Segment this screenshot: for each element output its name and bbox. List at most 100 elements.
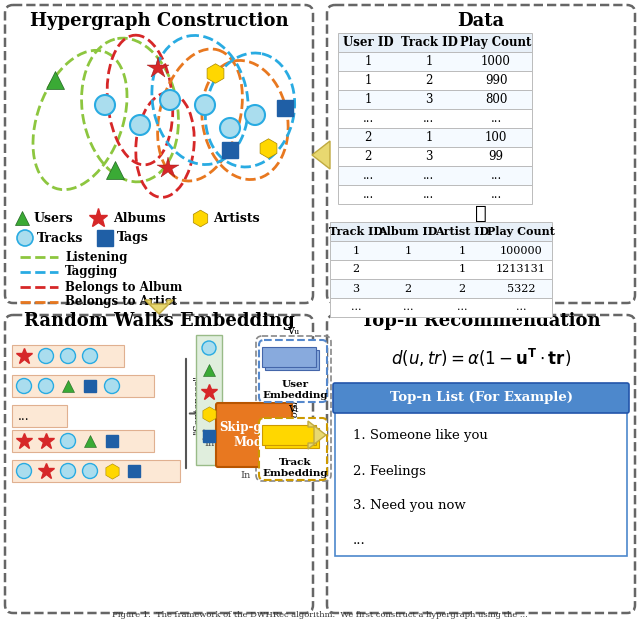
Text: ...: ...: [457, 303, 467, 313]
Text: ...: ...: [490, 169, 502, 182]
Text: Belongs to Artist: Belongs to Artist: [65, 295, 177, 308]
Text: $d(u, tr) = \alpha(1 - \mathbf{u}^\mathbf{T} \cdot \mathbf{tr})$: $d(u, tr) = \alpha(1 - \mathbf{u}^\mathb…: [391, 347, 571, 369]
Text: 1: 1: [404, 245, 412, 255]
Text: ...: ...: [490, 188, 502, 201]
Text: Track ID: Track ID: [401, 36, 458, 49]
Text: vᵤ: vᵤ: [287, 323, 299, 336]
Text: Skip-gram
Model: Skip-gram Model: [220, 421, 289, 449]
FancyBboxPatch shape: [265, 428, 319, 448]
Circle shape: [38, 348, 54, 363]
FancyBboxPatch shape: [330, 241, 552, 260]
Text: ...: ...: [403, 303, 413, 313]
FancyBboxPatch shape: [5, 5, 313, 303]
Text: 1213131: 1213131: [496, 265, 546, 275]
Text: Artists: Artists: [213, 211, 260, 224]
Text: 2: 2: [364, 131, 372, 144]
Circle shape: [61, 434, 76, 449]
Text: ...: ...: [490, 112, 502, 125]
Text: ...: ...: [424, 169, 435, 182]
FancyBboxPatch shape: [338, 166, 532, 185]
Text: Out: Out: [295, 421, 313, 429]
FancyBboxPatch shape: [338, 128, 532, 147]
Text: ...: ...: [362, 188, 374, 201]
FancyBboxPatch shape: [335, 411, 627, 556]
FancyBboxPatch shape: [330, 222, 552, 241]
FancyBboxPatch shape: [12, 430, 154, 452]
Text: ...: ...: [424, 188, 435, 201]
Text: Top-n List (For Example): Top-n List (For Example): [390, 391, 573, 404]
FancyBboxPatch shape: [330, 298, 552, 317]
Circle shape: [130, 115, 150, 135]
FancyBboxPatch shape: [338, 71, 532, 90]
Text: vₜ: vₜ: [288, 401, 298, 414]
Text: ...: ...: [424, 112, 435, 125]
Text: Albums: Albums: [113, 211, 166, 224]
Text: Album ID: Album ID: [378, 226, 438, 237]
Circle shape: [17, 379, 31, 394]
FancyBboxPatch shape: [338, 90, 532, 109]
Circle shape: [61, 464, 76, 478]
FancyBboxPatch shape: [259, 418, 327, 480]
Text: 2: 2: [353, 265, 360, 275]
FancyBboxPatch shape: [338, 33, 532, 52]
FancyBboxPatch shape: [330, 279, 552, 298]
Bar: [106, 435, 118, 447]
Bar: [128, 465, 140, 477]
Circle shape: [61, 348, 76, 363]
FancyBboxPatch shape: [338, 109, 532, 128]
Text: 1: 1: [364, 74, 372, 87]
FancyArrow shape: [312, 141, 330, 169]
Text: In: In: [205, 439, 215, 447]
Text: Users: Users: [34, 211, 74, 224]
FancyBboxPatch shape: [268, 431, 322, 451]
Text: 100: 100: [485, 131, 507, 144]
Text: Artist ID: Artist ID: [435, 226, 489, 237]
Text: 3: 3: [425, 93, 433, 106]
Text: ...: ...: [18, 409, 30, 422]
Text: Tags: Tags: [117, 232, 149, 244]
Text: 1: 1: [458, 245, 465, 255]
Bar: [203, 430, 215, 442]
Text: 1: 1: [458, 265, 465, 275]
Circle shape: [95, 95, 115, 115]
Text: Play Count: Play Count: [460, 36, 532, 49]
Text: Figure 1.  The framework of the DWHRec algorithm.  We first construct a hypergra: Figure 1. The framework of the DWHRec al…: [112, 611, 528, 619]
FancyBboxPatch shape: [327, 5, 635, 303]
Circle shape: [83, 464, 97, 478]
Text: ...: ...: [362, 112, 374, 125]
Bar: [84, 380, 96, 392]
FancyBboxPatch shape: [5, 315, 313, 613]
Bar: [222, 142, 238, 158]
Text: 100000: 100000: [500, 245, 542, 255]
Circle shape: [160, 90, 180, 110]
Text: Track
Embedding: Track Embedding: [262, 459, 328, 478]
FancyBboxPatch shape: [330, 260, 552, 279]
Text: User ID: User ID: [342, 36, 394, 49]
Text: ...: ...: [362, 169, 374, 182]
Text: Tracks: Tracks: [37, 232, 83, 244]
Text: 3. Need you now: 3. Need you now: [353, 500, 466, 513]
Text: 2: 2: [426, 74, 433, 87]
Text: 800: 800: [485, 93, 507, 106]
FancyBboxPatch shape: [259, 340, 327, 402]
Circle shape: [202, 341, 216, 355]
Text: 1: 1: [353, 245, 360, 255]
FancyBboxPatch shape: [333, 383, 629, 413]
Text: ⋮: ⋮: [475, 205, 487, 223]
FancyBboxPatch shape: [12, 460, 180, 482]
FancyArrow shape: [308, 421, 326, 449]
FancyBboxPatch shape: [338, 147, 532, 166]
Text: 990: 990: [484, 74, 508, 87]
Text: 99: 99: [488, 150, 504, 163]
FancyArrow shape: [145, 300, 173, 314]
Circle shape: [17, 464, 31, 478]
Bar: [97, 230, 113, 246]
Circle shape: [83, 348, 97, 363]
Text: 1: 1: [364, 55, 372, 68]
FancyBboxPatch shape: [268, 353, 322, 373]
Text: 5322: 5322: [507, 283, 535, 293]
Text: 1. Someone like you: 1. Someone like you: [353, 429, 488, 442]
FancyBboxPatch shape: [338, 185, 532, 204]
Text: 2: 2: [458, 283, 465, 293]
FancyBboxPatch shape: [12, 405, 67, 427]
